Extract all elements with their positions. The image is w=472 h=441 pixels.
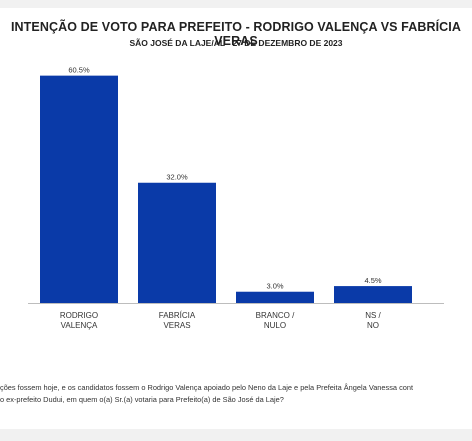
bar-2 bbox=[138, 182, 216, 303]
data-label-1: 60.5% bbox=[68, 66, 90, 75]
bottom-band bbox=[0, 429, 472, 441]
survey-question: ções fossem hoje, e os candidatos fossem… bbox=[0, 382, 472, 406]
survey-question-line-2: o ex-prefeito Dudui, em quem o(a) Sr.(a)… bbox=[0, 395, 284, 404]
category-label-4-line-2: NO bbox=[367, 321, 379, 330]
category-label-1-line-2: VALENÇA bbox=[61, 321, 98, 330]
bar-3 bbox=[236, 291, 314, 303]
chart-subtitle: SÃO JOSÉ DA LAJE/AL - 27 DE DEZEMBRO DE … bbox=[129, 38, 343, 48]
category-label-2-line-1: FABRÍCIA bbox=[159, 311, 196, 320]
category-label-3-line-1: BRANCO / bbox=[256, 311, 295, 320]
data-label-3: 3.0% bbox=[266, 282, 283, 291]
bar-1 bbox=[40, 75, 118, 303]
data-label-4: 4.5% bbox=[364, 276, 381, 285]
category-label-3-line-2: NULO bbox=[264, 321, 286, 330]
chart-title: INTENÇÃO DE VOTO PARA PREFEITO - RODRIGO… bbox=[10, 20, 461, 48]
top-band bbox=[0, 0, 472, 8]
category-label-4-line-1: NS / bbox=[365, 311, 381, 320]
category-label-2-line-2: VERAS bbox=[163, 321, 190, 330]
data-label-2: 32.0% bbox=[166, 173, 188, 182]
category-label-1-line-1: RODRIGO bbox=[60, 311, 98, 320]
bar-4 bbox=[334, 286, 412, 303]
survey-question-line-1: ções fossem hoje, e os candidatos fossem… bbox=[0, 383, 414, 392]
